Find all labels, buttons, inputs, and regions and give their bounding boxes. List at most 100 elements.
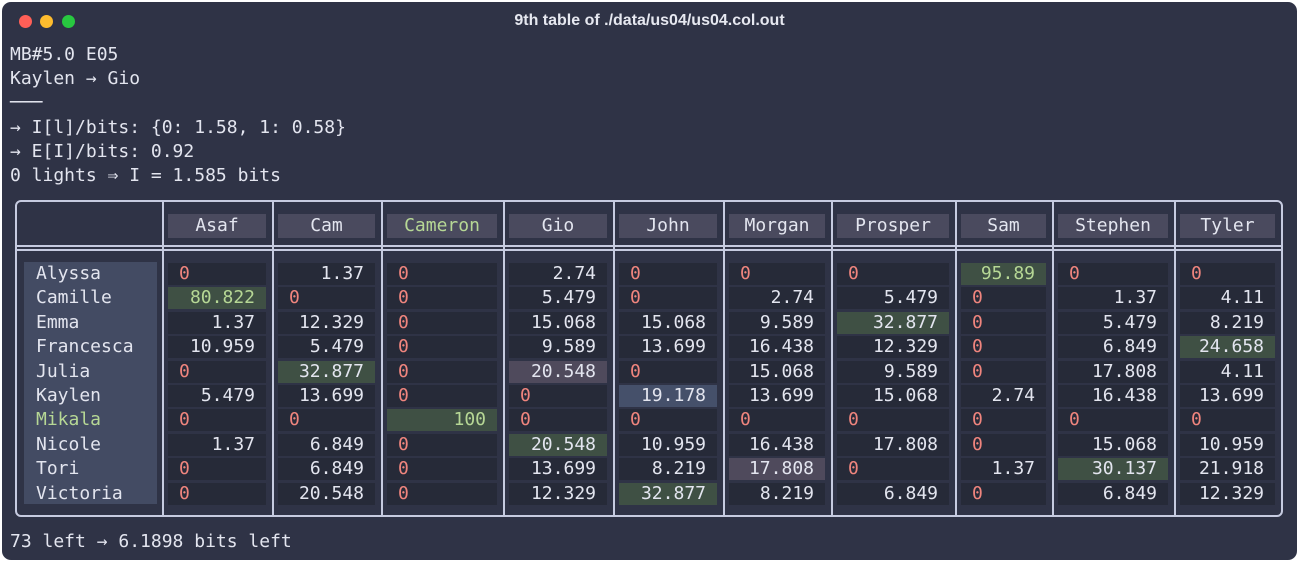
table-cell: 12.329 (1180, 482, 1275, 505)
table-cell: 0 (837, 263, 949, 285)
column-divider (613, 202, 615, 515)
table-cell: 0 (837, 409, 949, 432)
table-cell: 0 (729, 409, 825, 432)
column-header[interactable]: John (619, 214, 717, 238)
table-cell: 9.589 (509, 336, 607, 359)
column-divider (381, 202, 383, 515)
table-cell: 0 (619, 263, 717, 285)
table-cell: 5.479 (278, 336, 375, 359)
column-header[interactable]: Morgan (729, 214, 825, 238)
table-cell: 0 (387, 311, 497, 334)
table-cell: 15.068 (509, 311, 607, 334)
column-divider (272, 202, 274, 515)
table-cell: 6.849 (278, 458, 375, 481)
row-label[interactable]: Kaylen (36, 385, 102, 406)
table-cell: 0 (837, 458, 949, 481)
table-cell: 0 (168, 482, 266, 505)
table-cell: 8.219 (619, 458, 717, 481)
table-cell: 0 (387, 433, 497, 456)
table-cell: 0 (168, 263, 266, 285)
row-label[interactable]: Mikala (36, 409, 102, 431)
column-header[interactable]: Cam (278, 214, 375, 238)
column-header[interactable]: Gio (509, 214, 607, 238)
table-cell: 10.959 (168, 336, 266, 359)
table-cell: 20.548 (278, 482, 375, 505)
column-header[interactable]: Cameron (387, 214, 497, 238)
table-cell: 0 (168, 409, 266, 432)
table-cell: 8.219 (1180, 311, 1275, 334)
table-cell: 0 (168, 458, 266, 481)
table-cell: 1.37 (1058, 287, 1168, 310)
table-cell: 0 (961, 433, 1046, 456)
probability-table: Asaf Cam Cameron Gio John Morgan Prosper Sam Ste… (15, 200, 1283, 517)
header-line-info-dist: → I[l]/bits: {0: 1.58, 1: 0.58} (10, 117, 346, 138)
table-cell: 0 (729, 263, 825, 285)
table-cell: 4.11 (1180, 360, 1275, 383)
table-cell: 1.37 (168, 311, 266, 334)
row-names-column (24, 262, 157, 504)
table-cell: 12.329 (837, 336, 949, 359)
column-header[interactable]: Sam (961, 214, 1046, 238)
table-cell: 0 (619, 287, 717, 310)
table-cell: 0 (1058, 263, 1168, 285)
table-cell: 0 (961, 336, 1046, 359)
table-cell: 8.219 (729, 482, 825, 505)
close-button[interactable] (19, 15, 32, 28)
table-cell: 0 (387, 336, 497, 359)
table-cell: 95.89 (961, 263, 1046, 285)
row-label[interactable]: Tori (36, 458, 80, 480)
column-divider (831, 202, 833, 515)
row-label[interactable]: Victoria (36, 482, 123, 504)
table-cell: 5.479 (509, 287, 607, 310)
table-cell: 13.699 (278, 385, 375, 407)
row-label[interactable]: Julia (36, 360, 91, 382)
table-cell: 13.699 (619, 336, 717, 359)
maximize-button[interactable] (62, 15, 75, 28)
table-cell: 0 (387, 482, 497, 505)
header-separator (17, 245, 1281, 251)
table-cell: 0 (387, 385, 497, 407)
table-cell: 0 (961, 287, 1046, 310)
table-cell: 2.74 (961, 385, 1046, 407)
table-cell: 1.37 (168, 433, 266, 456)
table-cell: 0 (387, 287, 497, 310)
window-title: 9th table of ./data/us04/us04.col.out (514, 12, 785, 29)
table-cell: 20.548 (509, 433, 607, 456)
row-label[interactable]: Nicole (36, 433, 102, 455)
table-cell: 0 (168, 360, 266, 383)
column-header[interactable]: Prosper (837, 214, 949, 238)
footer-status: 73 left → 6.1898 bits left (10, 531, 292, 552)
table-cell: 32.877 (619, 482, 717, 505)
table-cell: 16.438 (729, 433, 825, 456)
row-label[interactable]: Francesca (36, 336, 134, 358)
row-label[interactable]: Alyssa (36, 263, 102, 284)
table-cell: 20.548 (509, 360, 607, 383)
table-cell: 32.877 (837, 311, 949, 334)
table-cell: 9.589 (837, 360, 949, 383)
minimize-button[interactable] (40, 15, 53, 28)
table-cell: 0 (387, 360, 497, 383)
column-header[interactable]: Asaf (168, 214, 266, 238)
table-cell: 1.37 (278, 263, 375, 285)
table-cell: 16.438 (729, 336, 825, 359)
table-cell: 12.329 (509, 482, 607, 505)
table-cell: 12.329 (278, 311, 375, 334)
table-cell: 21.918 (1180, 458, 1275, 481)
row-label[interactable]: Emma (36, 311, 80, 333)
table-cell: 4.11 (1180, 287, 1275, 310)
column-divider (503, 202, 505, 515)
table-cell: 17.808 (1058, 360, 1168, 383)
table-cell: 0 (278, 287, 375, 310)
table-cell: 16.438 (1058, 385, 1168, 407)
table-cell: 0 (961, 409, 1046, 432)
column-header[interactable]: Tyler (1180, 214, 1275, 238)
column-header[interactable]: Stephen (1058, 214, 1168, 238)
table-cell: 0 (961, 311, 1046, 334)
table-cell: 6.849 (837, 482, 949, 505)
column-divider (955, 202, 957, 515)
header-line-pair: Kaylen → Gio (10, 68, 141, 89)
column-divider (1174, 202, 1176, 515)
row-label[interactable]: Camille (36, 287, 112, 309)
table-cell: 19.178 (619, 385, 717, 407)
